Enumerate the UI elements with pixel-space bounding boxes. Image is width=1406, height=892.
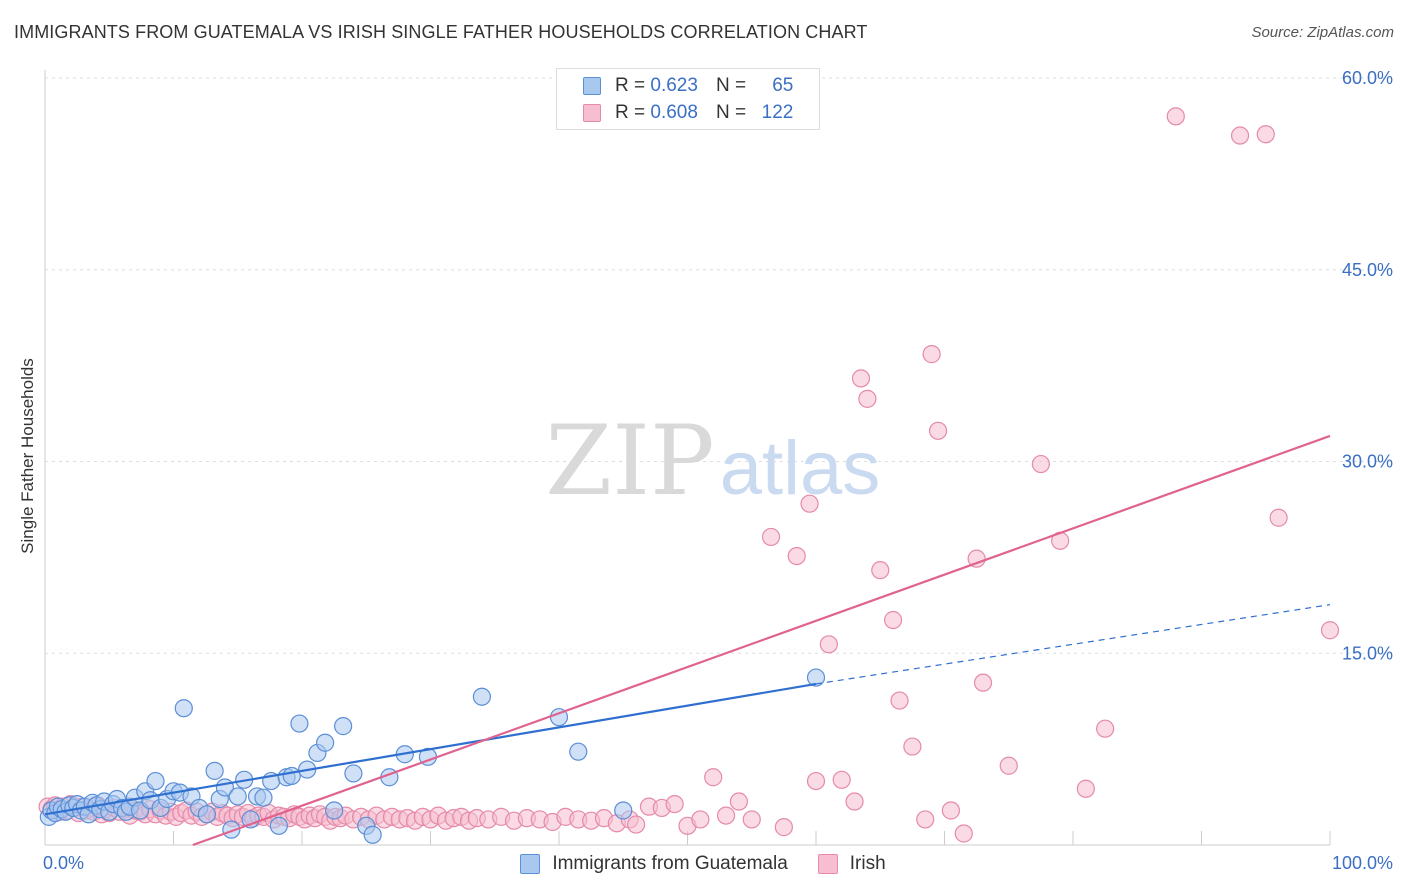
source-label: Source: ZipAtlas.com [1251, 24, 1394, 41]
irish-point [1269, 508, 1288, 527]
guatemala-point [146, 771, 165, 791]
irish-point [787, 546, 806, 566]
irish-point [729, 792, 749, 811]
irish-point [819, 635, 838, 654]
guatemala-points [39, 668, 826, 844]
x-tick-label: 0.0% [43, 853, 84, 873]
guatemala-point [569, 742, 588, 761]
grid [44, 70, 1392, 846]
legend-row-guatemala: R = 0.623 N = 65 [583, 74, 793, 98]
irish-point [761, 527, 781, 547]
irish-point [800, 494, 819, 513]
irish-point [1096, 719, 1115, 738]
irish-point [832, 770, 851, 789]
irish-point [691, 810, 710, 829]
guatemala-point [806, 668, 826, 687]
irish-point [941, 801, 961, 820]
series-legend: Immigrants from Guatemala Irish [0, 852, 1406, 876]
irish-point [1076, 779, 1095, 798]
series-name-irish: Irish [849, 853, 886, 874]
irish-trend-line [192, 434, 1331, 847]
guatemala-point [290, 714, 309, 733]
legend-r-label: R = [615, 102, 646, 123]
irish-point [742, 810, 761, 829]
chart-title: IMMIGRANTS FROM GUATEMALA VS IRISH SINGL… [14, 22, 868, 42]
irish-point [928, 421, 948, 440]
guatemala-point [222, 820, 241, 839]
y-tick-label: 45.0% [1342, 260, 1393, 280]
watermark: ZIP atlas [545, 405, 880, 517]
series-legend-guatemala: Immigrants from Guatemala [520, 853, 788, 875]
irish-point [973, 673, 993, 692]
y-tick-label: 15.0% [1342, 643, 1393, 663]
correlation-legend: R = 0.623 N = 65 R = 0.608 N = 122 [556, 68, 820, 130]
guatemala-trend-extension [815, 604, 1331, 685]
watermark-zip: ZIP [545, 405, 714, 517]
series-name-guatemala: Immigrants from Guatemala [552, 853, 788, 874]
irish-point [665, 794, 684, 814]
irish-point [916, 810, 935, 829]
legend-n-value: 65 [772, 75, 794, 96]
guatemala-point [472, 687, 491, 706]
irish-point [883, 610, 903, 630]
guatemala-point [325, 801, 344, 820]
guatemala-point [254, 788, 273, 807]
legend-row-irish: R = 0.608 N = 122 [583, 101, 793, 125]
guatemala-point [269, 816, 288, 835]
guatemala-point [174, 699, 193, 718]
series-legend-irish: Irish [817, 853, 886, 875]
guatemala-point [363, 825, 382, 844]
irish-point [1031, 454, 1050, 474]
guatemala-point [205, 761, 224, 780]
guatemala-point [344, 764, 363, 783]
irish-point [704, 768, 723, 787]
irish-point [903, 737, 922, 756]
irish-point [626, 815, 646, 834]
irish-point [871, 561, 890, 580]
legend-r-label: R = [615, 75, 646, 96]
x-tick-label: 100.0% [1332, 853, 1393, 873]
irish-point [890, 691, 909, 710]
irish-point [716, 806, 736, 825]
irish-point [1230, 126, 1250, 145]
irish-point [858, 389, 877, 408]
trend-lines [44, 434, 1331, 847]
tick-labels: 15.0% 30.0% 45.0% 60.0% 0.0% 100.0% [43, 68, 1393, 873]
irish-point [967, 549, 986, 568]
irish-point [806, 771, 826, 791]
legend-n-label: N = [715, 102, 747, 123]
y-tick-label: 30.0% [1342, 452, 1393, 472]
guatemala-point [316, 733, 335, 752]
guatemala-trend-line [44, 682, 817, 816]
guatemala-point [334, 717, 353, 736]
legend-n-value: 122 [761, 102, 794, 123]
y-tick-label: 60.0% [1342, 68, 1393, 88]
guatemala-point [282, 766, 301, 786]
irish-point [922, 345, 941, 364]
irish-point [999, 756, 1018, 775]
irish-point [1256, 125, 1275, 144]
irish-point [1320, 621, 1340, 640]
guatemala-point [228, 787, 247, 806]
legend-n-label: N = [715, 75, 747, 96]
series-swatch-pink [817, 854, 838, 874]
legend-swatch-pink [583, 104, 601, 122]
irish-point [954, 824, 973, 843]
irish-point [1166, 107, 1185, 126]
legend-r-value: 0.608 [650, 102, 698, 123]
watermark-atlas: atlas [720, 426, 881, 511]
irish-point [851, 369, 871, 388]
irish-point [845, 792, 864, 811]
legend-swatch-blue [583, 77, 601, 95]
series-swatch-blue [520, 854, 541, 874]
irish-point [774, 818, 793, 837]
legend-r-value: 0.623 [650, 75, 698, 96]
guatemala-point [197, 805, 217, 824]
guatemala-point [614, 801, 633, 820]
